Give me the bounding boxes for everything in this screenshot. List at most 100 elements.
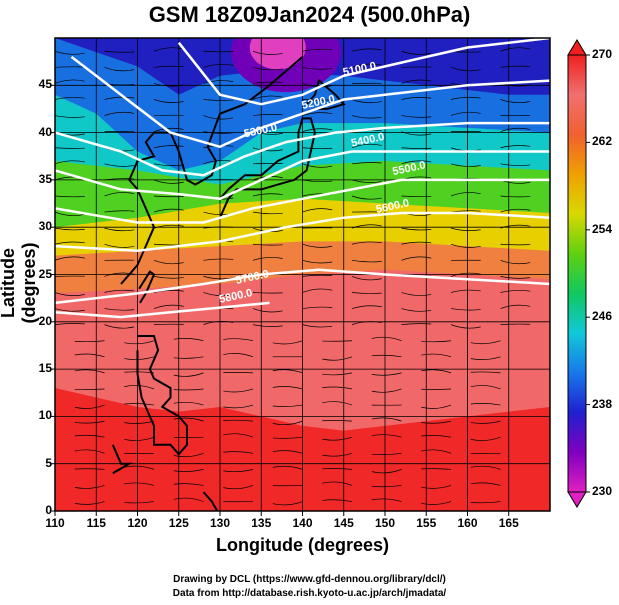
- streamline: [500, 127, 531, 132]
- contour-line: [55, 150, 550, 201]
- streamline: [55, 241, 85, 245]
- streamline: [401, 79, 432, 84]
- streamline: [470, 436, 501, 441]
- streamline: [500, 163, 531, 166]
- streamline: [421, 340, 452, 343]
- streamline: [203, 63, 234, 68]
- streamline: [371, 452, 402, 456]
- streamline: [351, 259, 382, 263]
- x-axis-label: Longitude (degrees): [215, 535, 389, 555]
- streamline: [124, 465, 155, 470]
- streamline: [173, 337, 204, 342]
- streamline: [203, 292, 234, 297]
- streamline: [322, 481, 353, 486]
- streamline: [272, 436, 303, 439]
- streamline: [55, 66, 85, 68]
- streamline: [322, 386, 353, 390]
- streamline: [450, 96, 481, 100]
- colorbar-under-arrow: [567, 491, 587, 508]
- streamline: [55, 323, 85, 325]
- colorbar-scale: [567, 54, 587, 493]
- colorbar-tick-label: 262: [592, 134, 613, 149]
- streamline: [302, 99, 333, 101]
- streamline: [173, 372, 204, 377]
- streamline: [371, 336, 402, 342]
- streamline: [153, 208, 184, 213]
- streamline: [272, 465, 303, 470]
- streamline: [55, 147, 85, 149]
- streamline: [104, 163, 135, 167]
- streamline: [470, 501, 501, 504]
- streamline: [223, 469, 254, 473]
- contour-line: [177, 38, 550, 106]
- streamline: [421, 420, 452, 424]
- contour-line: [55, 178, 550, 224]
- axis-ticks: [50, 84, 510, 516]
- streamline: [450, 163, 481, 167]
- y-tick-label: 0: [45, 503, 52, 517]
- streamline: [470, 420, 501, 424]
- streamline: [401, 292, 432, 296]
- streamline: [173, 388, 204, 391]
- streamline: [55, 256, 85, 261]
- streamline: [252, 292, 283, 294]
- streamline: [223, 404, 254, 409]
- streamline: [470, 371, 501, 374]
- chart-title: GSM 18Z09Jan2024 (500.0hPa): [148, 2, 471, 27]
- streamline: [153, 304, 184, 309]
- x-tick-label: 145: [333, 516, 354, 530]
- y-tick-label: 40: [38, 124, 52, 139]
- streamline: [252, 147, 283, 152]
- streamline: [322, 452, 353, 457]
- height-contours: [55, 38, 550, 319]
- streamline: [74, 369, 105, 374]
- colorbar-tick-label: 246: [592, 309, 613, 324]
- streamline: [500, 290, 531, 293]
- streamline: [55, 195, 85, 198]
- streamline: [450, 192, 481, 197]
- streamline: [322, 420, 353, 422]
- streamline: [203, 160, 234, 165]
- streamline: [351, 63, 382, 68]
- colorbar-tick-label: 230: [592, 484, 613, 498]
- streamline: [55, 485, 56, 486]
- streamline: [302, 208, 333, 213]
- streamline: [104, 324, 135, 329]
- streamline: [104, 243, 135, 248]
- streamline: [500, 304, 531, 309]
- streamline: [272, 501, 303, 506]
- streamline: [302, 147, 333, 149]
- streamline: [450, 111, 481, 116]
- streamline: [401, 160, 432, 165]
- streamline: [470, 482, 501, 486]
- x-tick-label: 140: [292, 516, 313, 530]
- streamline: [74, 388, 105, 390]
- wind-streamlines: [55, 47, 531, 506]
- streamline: [153, 179, 184, 184]
- streamline: [421, 435, 452, 438]
- streamline: [223, 485, 254, 490]
- streamline: [153, 47, 184, 52]
- streamline: [252, 257, 283, 261]
- streamline: [104, 210, 135, 213]
- streamline: [351, 48, 382, 52]
- streamline: [124, 403, 155, 406]
- colorbar-tick-label: 270: [592, 47, 613, 61]
- streamline: [173, 417, 204, 422]
- streamline: [371, 434, 402, 438]
- streamline: [500, 145, 531, 149]
- streamline: [104, 66, 135, 72]
- streamline: [302, 306, 333, 309]
- streamline: [371, 417, 402, 422]
- streamline: [153, 290, 184, 293]
- streamline: [401, 308, 432, 312]
- x-tick-label: 135: [251, 516, 272, 530]
- streamline: [351, 99, 382, 104]
- credit-drawing: Drawing by DCL (https://www.gfd-dennou.o…: [173, 574, 446, 585]
- streamline: [55, 97, 85, 100]
- streamline: [450, 272, 481, 277]
- streamline: [153, 99, 184, 103]
- streamline: [421, 485, 452, 489]
- streamline: [450, 308, 481, 311]
- streamline: [153, 163, 184, 166]
